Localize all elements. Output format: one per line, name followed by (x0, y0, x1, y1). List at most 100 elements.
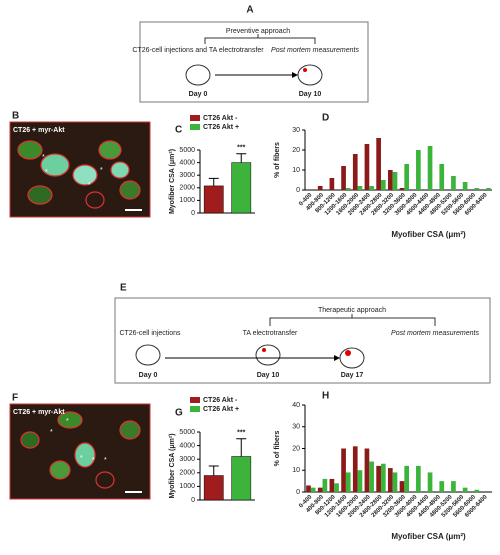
fiber-group (20, 411, 141, 489)
bar (369, 461, 374, 492)
x-axis-label: Myofiber CSA (μm²) (391, 230, 466, 239)
approach-label: Preventive approach (226, 28, 290, 35)
bar (451, 176, 456, 190)
panel-label: H (322, 391, 329, 402)
marker: * (88, 182, 91, 189)
mouse-icon (135, 344, 161, 366)
y-tick-label: 1000 (179, 197, 195, 204)
annotation: *** (237, 145, 245, 152)
bar (380, 180, 386, 190)
bar (392, 472, 398, 492)
bar (306, 485, 311, 492)
bar (387, 170, 393, 190)
image-caption: CT26 + myr-Akt (13, 127, 65, 134)
bar (334, 483, 339, 492)
y-tick-label: 40 (292, 402, 300, 409)
x-axis-label: Myofiber CSA (μm²) (391, 532, 466, 541)
tumor-dot (262, 348, 266, 352)
bar (322, 478, 328, 492)
legend-swatch (190, 397, 200, 403)
arrow-head (334, 355, 340, 361)
bar (462, 182, 468, 190)
marker: * (104, 457, 107, 464)
y-tick-label: 0 (191, 497, 195, 504)
bar (439, 164, 445, 190)
y-axis-label: % of fibers (274, 431, 281, 467)
y-tick-label: 2000 (179, 470, 195, 477)
marker: * (80, 455, 83, 462)
bar (392, 172, 398, 190)
step-label: Post mortem measurements (271, 47, 359, 54)
marker: * (66, 418, 69, 425)
step-label: Post mortem measurements (391, 330, 479, 337)
bar (380, 463, 386, 492)
tumor-dot (303, 68, 307, 72)
panel-label: D (322, 113, 329, 124)
y-tick-label: 5000 (179, 147, 195, 154)
bar (352, 446, 358, 492)
y-tick-label: 1000 (179, 483, 195, 490)
panel-frame (139, 21, 369, 103)
mouse-icon (339, 347, 365, 369)
legend-label: CT26 Akt - (203, 397, 238, 404)
annotation: *** (237, 430, 245, 437)
bar (404, 164, 410, 190)
y-tick-label: 5000 (179, 429, 195, 436)
approach-label: Therapeutic approach (318, 307, 386, 314)
day-label: Day 10 (299, 91, 322, 98)
y-tick-label: 0 (296, 187, 300, 194)
bar (416, 465, 421, 492)
bar (399, 188, 405, 190)
error-bar (236, 438, 247, 457)
y-tick-label: 4000 (179, 159, 195, 166)
bar (451, 481, 456, 492)
bar (310, 487, 316, 492)
legend-label: CT26 Akt + (203, 406, 239, 413)
marker: * (100, 167, 103, 174)
bar (364, 448, 370, 492)
marker: * (92, 457, 95, 464)
panel-label: E (120, 283, 127, 294)
y-tick-label: 30 (292, 127, 300, 134)
marker: * (45, 169, 48, 176)
day-label: Day 10 (257, 372, 280, 379)
y-tick-label: 20 (292, 445, 300, 452)
mouse-icon (255, 344, 281, 366)
bar (345, 472, 351, 492)
error-bar (236, 153, 247, 163)
legend-label: CT26 Akt - (203, 115, 238, 122)
bar (486, 188, 491, 190)
arrow-head (292, 72, 298, 78)
bar (427, 472, 433, 492)
y-axis-label: % of fibers (274, 142, 281, 178)
panel-label: A (246, 5, 253, 16)
panel-label: G (175, 408, 183, 419)
bar (416, 150, 421, 190)
marker: * (50, 429, 53, 436)
bar (474, 188, 480, 190)
day-label: Day 17 (341, 372, 364, 379)
bar (387, 468, 393, 492)
y-tick-label: 30 (292, 424, 300, 431)
image-caption: CT26 + myr-Akt (13, 409, 65, 416)
y-tick-label: 10 (292, 167, 300, 174)
bar (341, 448, 346, 492)
day-label: Day 0 (189, 91, 208, 98)
day-label: Day 0 (139, 372, 158, 379)
legend-swatch (190, 406, 200, 412)
error-bar (208, 465, 219, 476)
bar (357, 186, 363, 190)
bar (369, 186, 374, 190)
bar (341, 166, 346, 190)
bracket (269, 314, 436, 326)
panel-label: B (12, 111, 19, 122)
bar (404, 465, 410, 492)
step-label: CT26-cell injections and TA electrotrans… (132, 47, 264, 54)
y-tick-label: 3000 (179, 456, 195, 463)
legend-swatch (190, 115, 200, 121)
y-axis-label: Myofiber CSA (μm²) (169, 149, 176, 214)
panel-label: C (175, 125, 182, 136)
fiber-group (17, 140, 141, 209)
bar (203, 475, 224, 501)
